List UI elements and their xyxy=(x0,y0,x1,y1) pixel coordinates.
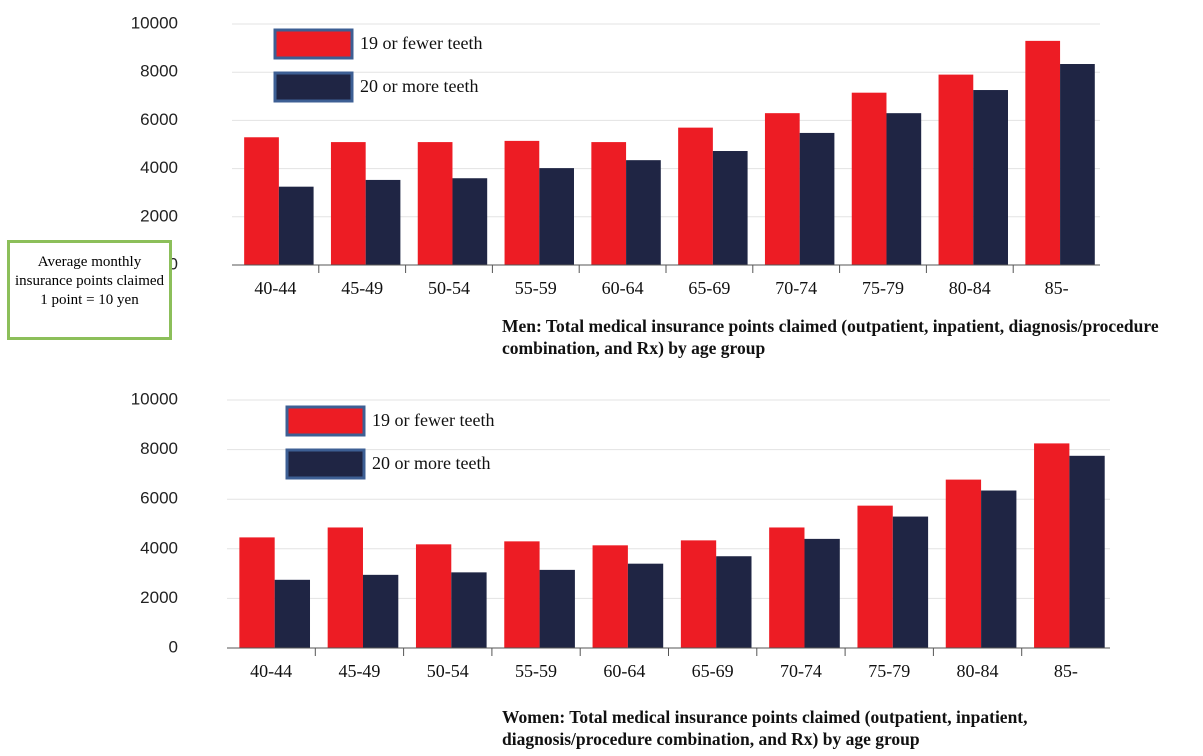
women-caption: Women: Total medical insurance points cl… xyxy=(502,707,1028,749)
bar xyxy=(452,178,488,265)
bar xyxy=(1034,443,1070,648)
bar xyxy=(362,574,399,648)
x-tick-label: 40-44 xyxy=(250,661,292,681)
x-tick-label: 45-49 xyxy=(341,278,383,298)
x-tick-label: 80-84 xyxy=(949,278,991,298)
x-tick-label: 75-79 xyxy=(868,661,910,681)
bar xyxy=(365,179,401,265)
bar xyxy=(945,479,982,648)
y-tick-label: 6000 xyxy=(140,110,178,129)
bar xyxy=(716,556,752,648)
bar xyxy=(712,151,748,265)
bar xyxy=(857,505,893,648)
y-tick-label: 2000 xyxy=(140,206,178,225)
x-tick-label: 70-74 xyxy=(775,278,817,298)
x-tick-label: 85- xyxy=(1045,278,1069,298)
y-tick-label: 8000 xyxy=(140,62,178,81)
bar xyxy=(504,541,540,648)
x-tick-label: 75-79 xyxy=(862,278,904,298)
bar xyxy=(973,90,1008,265)
x-tick-label: 60-64 xyxy=(602,278,644,298)
legend-label: 20 or more teeth xyxy=(372,453,490,473)
x-tick-label: 40-44 xyxy=(254,278,296,298)
bar xyxy=(627,563,664,648)
bar xyxy=(539,569,575,648)
bar xyxy=(764,113,800,265)
bar xyxy=(626,160,661,265)
bar xyxy=(504,140,540,265)
legend-swatch xyxy=(273,71,354,103)
y-tick-label: 10000 xyxy=(131,13,178,32)
bar xyxy=(1060,64,1095,265)
men-caption: Men: Total medical insurance points clai… xyxy=(502,316,1159,358)
bar xyxy=(415,544,452,648)
bar xyxy=(938,74,974,265)
y-tick-label: 4000 xyxy=(140,538,178,557)
bar xyxy=(680,540,717,648)
bar xyxy=(539,168,574,265)
x-tick-label: 70-74 xyxy=(780,661,822,681)
x-tick-label: 65-69 xyxy=(688,278,730,298)
bar xyxy=(799,132,835,265)
y-tick-label: 4000 xyxy=(140,158,178,177)
y-tick-label: 0 xyxy=(169,637,178,656)
bar xyxy=(769,527,805,648)
bar xyxy=(1025,40,1061,266)
x-tick-label: 55-59 xyxy=(515,661,557,681)
bar xyxy=(678,127,713,265)
bar xyxy=(244,137,279,265)
x-tick-label: 60-64 xyxy=(603,661,645,681)
y-tick-label: 2000 xyxy=(140,588,178,607)
x-tick-label: 50-54 xyxy=(428,278,470,298)
y-tick-label: 10000 xyxy=(131,389,178,408)
y-tick-label: 0 xyxy=(169,254,178,273)
x-tick-label: 65-69 xyxy=(692,661,734,681)
bar xyxy=(981,490,1017,648)
x-tick-label: 55-59 xyxy=(515,278,557,298)
annotation: 1 point = 10 yen xyxy=(40,292,139,308)
bar xyxy=(1069,455,1105,648)
x-tick-label: 80-84 xyxy=(957,661,999,681)
legend-label: 19 or fewer teeth xyxy=(360,33,482,53)
bar xyxy=(592,545,628,648)
bar xyxy=(451,572,487,648)
bar xyxy=(886,113,922,265)
bar xyxy=(330,142,366,265)
bar xyxy=(278,186,314,265)
bar xyxy=(274,579,311,648)
bar xyxy=(804,538,840,648)
legend-swatch xyxy=(285,405,366,437)
x-tick-label: 50-54 xyxy=(427,661,469,681)
y-axis-label: Average monthly insurance points claimed xyxy=(14,254,165,289)
y-tick-label: 6000 xyxy=(140,489,178,508)
bar xyxy=(892,516,929,648)
bar xyxy=(851,92,887,265)
legend-swatch xyxy=(273,28,354,60)
bar xyxy=(417,142,453,265)
bar xyxy=(591,142,627,265)
x-tick-label: 45-49 xyxy=(338,661,380,681)
x-tick-label: 85- xyxy=(1054,661,1078,681)
legend-label: 19 or fewer teeth xyxy=(372,410,494,430)
y-tick-label: 8000 xyxy=(140,439,178,458)
bar xyxy=(239,537,275,648)
legend-swatch xyxy=(285,448,366,480)
legend-label: 20 or more teeth xyxy=(360,76,478,96)
bar xyxy=(327,527,363,648)
y-axis-note: Average monthly insurance points claimed… xyxy=(7,240,172,340)
